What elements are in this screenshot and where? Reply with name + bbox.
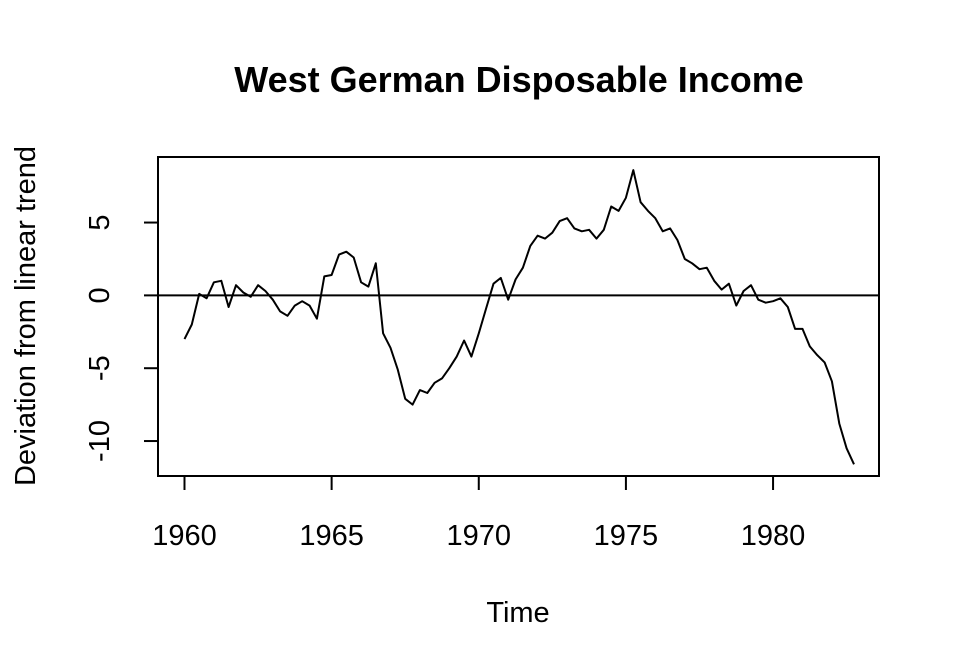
series-line-0 xyxy=(183,169,855,465)
x-axis-label: Time xyxy=(486,597,549,629)
chart-title: West German Disposable Income xyxy=(234,59,804,100)
y-tick-label: -10 xyxy=(84,420,116,462)
x-tick-label: 1980 xyxy=(741,520,806,552)
y-tick-label: 5 xyxy=(84,214,116,230)
y-axis-label: Deviation from linear trend xyxy=(10,146,42,486)
x-axis: 1960 1965 1970 1975 1980 xyxy=(152,475,806,552)
x-tick-label: 1975 xyxy=(594,520,659,552)
x-tick-label: 1960 xyxy=(152,520,217,552)
y-axis: -10 -5 0 5 xyxy=(84,214,159,462)
x-tick-label: 1970 xyxy=(447,520,512,552)
plot-frame xyxy=(157,156,880,477)
y-tick-label: 0 xyxy=(84,287,116,303)
y-tick-label: -5 xyxy=(84,355,116,381)
x-tick-label: 1965 xyxy=(299,520,364,552)
